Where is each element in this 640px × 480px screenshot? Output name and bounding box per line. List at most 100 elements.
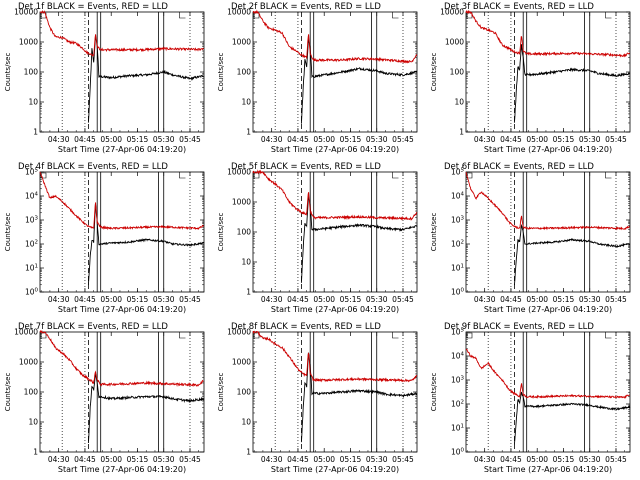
series-events-line — [87, 35, 205, 123]
plot-svg: Det 9f BLACK = Events, RED = LLD Counts/s… — [430, 322, 631, 474]
x-tick-label: 05:00 — [526, 295, 548, 304]
y-tick-label: 101 — [451, 264, 464, 273]
x-tick-label: 05:00 — [313, 455, 335, 464]
y-tick-label: 105 — [451, 168, 465, 177]
y-tick-label: 101 — [25, 264, 38, 273]
y-tick-label: 10 — [28, 98, 38, 107]
y-tick-label: 10000 — [440, 8, 464, 17]
plot-frame — [465, 11, 631, 133]
x-tick-label: 04:45 — [287, 295, 309, 304]
y-tick-label: 1 — [33, 128, 38, 137]
y-tick-label: 10000 — [227, 328, 251, 337]
corner-marker-right — [179, 12, 186, 19]
y-axis-label: Counts/sec — [4, 53, 12, 92]
y-axis-label: Counts/sec — [4, 213, 12, 252]
y-tick-label: 101 — [451, 424, 464, 433]
y-tick-label: 1 — [459, 128, 464, 137]
x-tick-label: 05:45 — [179, 455, 201, 464]
corner-marker-right — [179, 172, 186, 179]
plot-panel-9: Det 9f BLACK = Events, RED = LLD Counts/s… — [426, 320, 639, 480]
corner-marker-right — [392, 12, 399, 19]
x-tick-label: 05:30 — [153, 455, 175, 464]
x-axis-label: Start Time (27-Apr-06 04:19:20) — [58, 305, 186, 314]
y-tick-label: 102 — [451, 240, 464, 249]
series-lld-line — [465, 9, 631, 58]
plot-title: Det 6f BLACK = Events, RED = LLD — [444, 162, 594, 172]
x-tick-label: 05:30 — [366, 295, 388, 304]
y-axis-label: Counts/sec — [430, 373, 438, 412]
plot-frame — [252, 171, 418, 293]
x-tick-label: 04:30 — [474, 295, 496, 304]
plot-svg: Det 8f BLACK = Events, RED = LLD Counts/s… — [217, 322, 418, 474]
y-axis-label: Counts/sec — [217, 373, 225, 412]
x-tick-label: 05:30 — [366, 135, 388, 144]
plot-panel-5: Det 5f BLACK = Events, RED = LLD Counts/s… — [213, 160, 426, 320]
y-tick-label: 103 — [451, 376, 465, 385]
corner-marker-right — [179, 332, 186, 339]
plot-frame — [465, 171, 631, 293]
series-lld-line — [39, 329, 204, 387]
y-tick-label: 102 — [25, 240, 38, 249]
y-tick-label: 100 — [25, 288, 39, 297]
x-tick-label: 05:45 — [605, 295, 627, 304]
plot-panel-3: Det 3f BLACK = Events, RED = LLD Counts/s… — [426, 0, 639, 160]
x-tick-label: 05:45 — [392, 455, 414, 464]
y-tick-label: 103 — [25, 216, 39, 225]
x-tick-label: 05:15 — [340, 455, 362, 464]
y-axis-label: Counts/sec — [430, 213, 438, 252]
y-tick-label: 100 — [237, 228, 252, 237]
series-events-line — [87, 373, 205, 444]
x-tick-label: 05:45 — [605, 135, 627, 144]
plot-title: Det 5f BLACK = Events, RED = LLD — [231, 162, 381, 172]
x-tick-label: 05:00 — [313, 135, 335, 144]
x-tick-label: 04:45 — [287, 455, 309, 464]
corner-marker-left — [253, 172, 260, 179]
plot-svg: Det 2f BLACK = Events, RED = LLD Counts/s… — [217, 2, 418, 154]
plot-svg: Det 4f BLACK = Events, RED = LLD Counts/s… — [4, 162, 205, 314]
y-tick-label: 1 — [33, 448, 38, 457]
y-tick-label: 100 — [237, 388, 252, 397]
series-lld-line — [465, 348, 630, 400]
series-events-line — [300, 352, 418, 443]
corner-marker-left — [253, 12, 260, 19]
x-tick-label: 05:45 — [392, 135, 414, 144]
y-tick-label: 1000 — [19, 358, 38, 367]
plot-panel-6: Det 6f BLACK = Events, RED = LLD Counts/s… — [426, 160, 639, 320]
x-tick-label: 05:30 — [366, 455, 388, 464]
plot-title: Det 1f BLACK = Events, RED = LLD — [18, 2, 168, 12]
series-events-line — [513, 391, 631, 445]
x-tick-label: 05:45 — [179, 295, 201, 304]
series-lld-line — [39, 171, 205, 231]
x-axis-label: Start Time (27-Apr-06 04:19:20) — [58, 465, 186, 474]
x-axis-label: Start Time (27-Apr-06 04:19:20) — [484, 305, 612, 314]
series-lld-line — [252, 169, 418, 221]
x-tick-label: 04:30 — [474, 455, 496, 464]
y-tick-label: 10000 — [14, 8, 38, 17]
plot-panel-8: Det 8f BLACK = Events, RED = LLD Counts/s… — [213, 320, 426, 480]
x-tick-label: 05:30 — [579, 455, 601, 464]
y-tick-label: 104 — [451, 352, 465, 361]
x-tick-label: 05:15 — [127, 135, 149, 144]
plot-title: Det 8f BLACK = Events, RED = LLD — [231, 322, 381, 332]
y-tick-label: 1000 — [445, 38, 464, 47]
series-lld-line — [465, 172, 630, 231]
y-tick-label: 100 — [451, 448, 465, 457]
x-axis-label: Start Time (27-Apr-06 04:19:20) — [271, 305, 399, 314]
x-tick-label: 05:15 — [553, 135, 575, 144]
y-tick-label: 1000 — [19, 38, 38, 47]
corner-marker-left — [40, 12, 47, 19]
y-tick-label: 1 — [246, 288, 251, 297]
series-events-line — [87, 203, 205, 285]
x-tick-label: 05:45 — [179, 135, 201, 144]
x-tick-label: 05:00 — [100, 455, 122, 464]
plot-svg: Det 1f BLACK = Events, RED = LLD Counts/s… — [4, 2, 205, 154]
x-tick-label: 05:30 — [579, 295, 601, 304]
y-tick-label: 10 — [241, 98, 251, 107]
x-tick-label: 04:45 — [74, 295, 96, 304]
y-tick-label: 1000 — [232, 198, 251, 207]
corner-marker-left — [253, 332, 260, 339]
y-tick-label: 104 — [451, 192, 465, 201]
x-tick-label: 05:30 — [579, 135, 601, 144]
corner-marker-right — [392, 332, 399, 339]
series-events-line — [300, 38, 418, 124]
